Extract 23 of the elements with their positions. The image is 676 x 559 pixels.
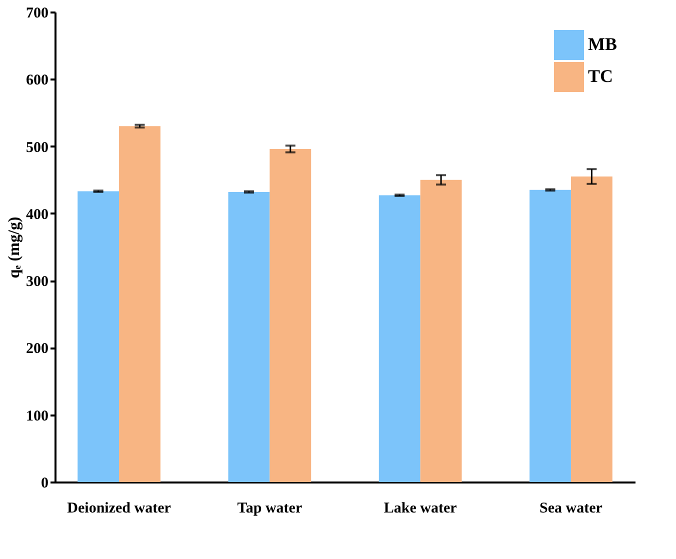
- y-tick-label: 0: [41, 476, 48, 492]
- bar: [270, 148, 312, 482]
- x-tick-label: Sea water: [540, 500, 603, 516]
- y-tick-label: 200: [26, 341, 48, 358]
- y-tick-label: 400: [26, 206, 48, 223]
- y-tick-label: 700: [26, 6, 48, 22]
- bar: [119, 126, 160, 482]
- y-tick-label: 500: [26, 140, 48, 156]
- y-axis-title: qₑ (mg/g): [6, 216, 23, 278]
- x-tick-label: Tap water: [237, 500, 302, 516]
- bar: [228, 192, 270, 482]
- y-tick-label: 300: [26, 274, 48, 290]
- legend-label: MB: [588, 34, 617, 54]
- bar: [378, 195, 420, 482]
- legend-label: TC: [588, 66, 614, 86]
- bar: [530, 190, 571, 482]
- bar: [570, 176, 612, 482]
- bar: [420, 180, 462, 482]
- x-tick-label: Lake water: [384, 500, 458, 516]
- bar: [78, 191, 120, 482]
- y-tick-label: 600: [26, 72, 48, 89]
- y-tick-label: 100: [26, 408, 48, 424]
- x-tick-label: Deionized water: [67, 500, 172, 516]
